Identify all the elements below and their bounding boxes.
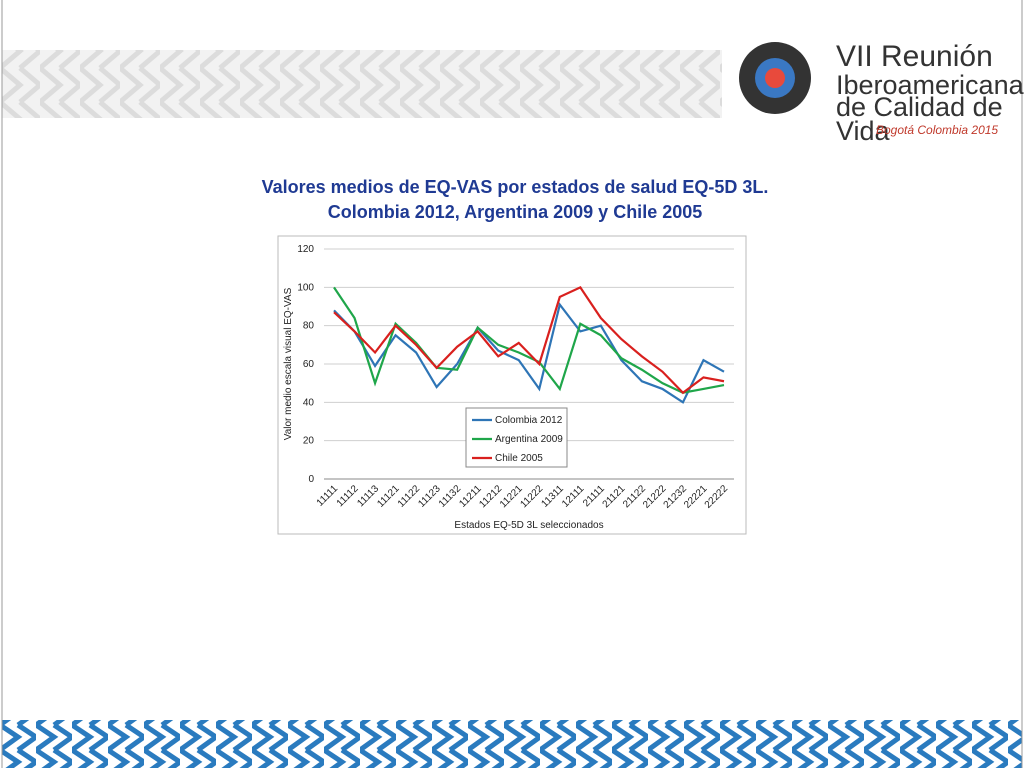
y-tick-label: 100 bbox=[297, 282, 314, 293]
chart-title: Valores medios de EQ-VAS por estados de … bbox=[261, 177, 769, 222]
logo-tagline: Bogotá Colombia 2015 bbox=[876, 123, 999, 137]
y-tick-label: 80 bbox=[303, 321, 315, 332]
series-line bbox=[333, 302, 725, 404]
logo-text: de Calidad de Vida bbox=[836, 92, 1003, 146]
y-tick-label: 40 bbox=[303, 397, 315, 408]
y-tick-label: 0 bbox=[308, 474, 314, 485]
legend-label: Chile 2005 bbox=[495, 453, 543, 464]
series-line bbox=[333, 286, 725, 394]
series-line bbox=[333, 285, 725, 395]
y-tick-label: 60 bbox=[303, 359, 315, 370]
legend-label: Argentina 2009 bbox=[495, 434, 563, 445]
legend-label: Colombia 2012 bbox=[495, 415, 563, 426]
y-axis-title: Valor medio escala visual EQ-VAS bbox=[283, 287, 294, 440]
logo-text: VII Reunión bbox=[836, 40, 993, 73]
y-tick-label: 120 bbox=[297, 244, 314, 255]
y-tick-label: 20 bbox=[303, 436, 315, 447]
logo-text: Iberoamericana bbox=[836, 70, 1024, 100]
x-axis-title: Estados EQ-5D 3L seleccionados bbox=[454, 520, 603, 531]
